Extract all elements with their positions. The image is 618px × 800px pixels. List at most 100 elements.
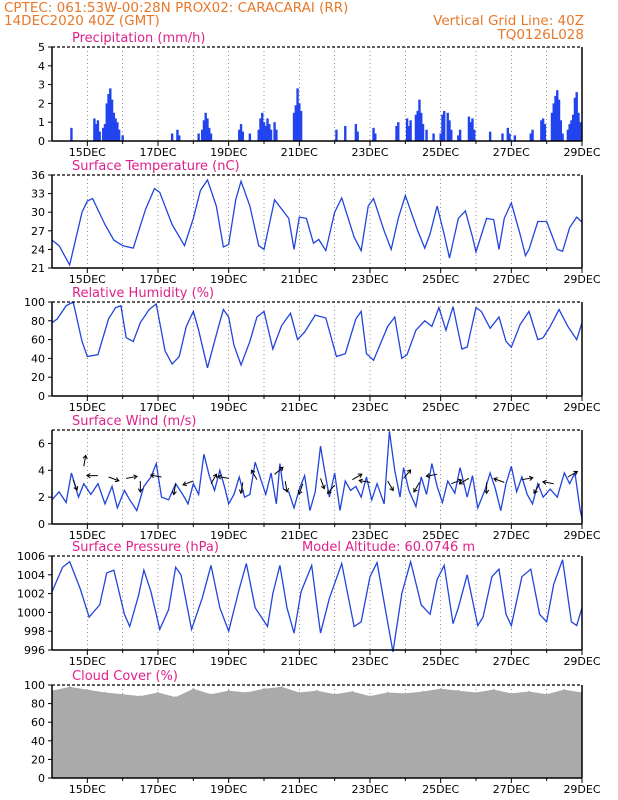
temperature-ytick-label: 36 xyxy=(31,169,45,182)
cloud-cover-point xyxy=(157,691,159,694)
wind-arrow-head xyxy=(413,487,418,493)
precip-bar xyxy=(98,131,101,141)
precip-bar xyxy=(344,125,347,141)
wind-arrow-shaft xyxy=(327,484,336,494)
temperature-date-label: 27DEC xyxy=(493,273,530,286)
wind-arrow-shaft xyxy=(217,475,229,479)
humidity-line xyxy=(51,301,583,368)
humidity-date-label: 19DEC xyxy=(210,401,247,414)
precip-bar xyxy=(96,120,100,141)
precip-bar xyxy=(94,124,98,141)
temperature-ytick-label: 27 xyxy=(31,225,45,238)
wind-arrow-head xyxy=(216,474,222,480)
precip-bar xyxy=(102,127,105,141)
wind-arrow-head xyxy=(357,473,363,478)
temperature-title: Surface Temperature (nC) xyxy=(72,159,240,174)
wind-arrow-head xyxy=(278,466,284,472)
precip-bar xyxy=(543,124,547,141)
precipitation-ytick-label: 1 xyxy=(38,116,45,129)
wind-arrow-head xyxy=(182,481,188,487)
temperature-date-label: 21DEC xyxy=(281,273,318,286)
temperature-ytick-label: 24 xyxy=(31,243,45,256)
wind-date-label: 27DEC xyxy=(493,529,530,542)
precip-bar xyxy=(121,135,124,141)
precip-bar xyxy=(529,133,532,141)
wind-arrow-shaft xyxy=(459,477,470,485)
cloud-cover-point xyxy=(174,696,177,698)
humidity-ytick-label: 0 xyxy=(38,390,45,403)
wind-arrow-shaft xyxy=(387,480,394,491)
cloud-cover-point xyxy=(457,689,460,692)
precip-bar xyxy=(556,90,559,141)
precip-bar xyxy=(204,112,207,141)
precipitation-ytick-label: 5 xyxy=(38,41,45,54)
precip-bar xyxy=(269,129,273,141)
wind-date-label: 23DEC xyxy=(351,529,388,542)
wind-arrow-head xyxy=(114,477,120,483)
precipitation-ytick-label: 0 xyxy=(38,135,45,148)
precip-bar xyxy=(416,110,419,141)
precip-bar xyxy=(105,103,108,141)
wind-arrow-shaft xyxy=(72,479,78,491)
precip-bar xyxy=(501,133,504,141)
precip-bar xyxy=(335,129,338,141)
precip-bar xyxy=(178,135,181,141)
precip-bar xyxy=(268,124,271,141)
wind-arrow-shaft xyxy=(298,483,304,495)
cloud-cover-point xyxy=(210,693,212,696)
cloud-cover-point xyxy=(439,687,442,690)
cloud-cover-date-label: 23DEC xyxy=(351,783,388,796)
precip-bar xyxy=(209,133,213,141)
humidity-date-label: 27DEC xyxy=(493,401,530,414)
cloud-cover-point xyxy=(369,695,371,697)
cloud-cover-point xyxy=(245,691,248,694)
precip-bar xyxy=(176,129,179,141)
cloud-cover-point xyxy=(104,691,106,694)
precip-bar xyxy=(372,127,375,141)
wind-ytick-label: 6 xyxy=(38,437,45,450)
header-grid-line: Vertical Grid Line: 40Z xyxy=(433,13,584,29)
cloud-cover-point xyxy=(280,686,283,688)
temperature-date-label: 29DEC xyxy=(563,273,600,286)
wind-arrow-head xyxy=(406,469,412,474)
precip-bar xyxy=(488,131,492,141)
precip-bar xyxy=(202,120,206,141)
pressure-date-label: 27DEC xyxy=(493,655,530,668)
wind-arrow-shaft xyxy=(126,475,138,479)
pressure-line xyxy=(51,559,583,652)
precip-bar xyxy=(508,133,511,141)
wind-arrow-head xyxy=(82,454,88,460)
cloud-cover-point xyxy=(192,687,195,690)
humidity-date-label: 29DEC xyxy=(563,401,600,414)
precip-bar xyxy=(103,124,107,141)
precip-bar xyxy=(257,129,260,141)
cloud-cover-point xyxy=(563,688,566,691)
cloud-cover-point xyxy=(404,692,407,695)
precip-bar xyxy=(559,120,562,141)
precip-bar xyxy=(292,112,296,141)
pressure-date-label: 17DEC xyxy=(139,655,176,668)
cloud-cover-point xyxy=(386,691,389,694)
precip-bar xyxy=(450,129,453,141)
precip-bar xyxy=(262,122,266,141)
precip-bar xyxy=(405,118,409,141)
wind-date-label: 29DEC xyxy=(563,529,600,542)
wind-arrow-head xyxy=(458,480,464,485)
wind-arrow-shaft xyxy=(493,478,505,483)
wind-arrow-head xyxy=(484,489,490,495)
temperature-line xyxy=(51,178,583,267)
cloud-cover-point xyxy=(227,689,230,692)
precip-bar xyxy=(112,112,116,141)
wind-arrow-shaft xyxy=(173,483,177,495)
wind-arrow-shaft xyxy=(542,481,554,485)
pressure-date-label: 29DEC xyxy=(563,655,600,668)
precip-bar xyxy=(299,110,303,141)
wind-arrow-head xyxy=(358,478,364,484)
temperature-date-label: 15DEC xyxy=(69,273,106,286)
wind-arrow-shaft xyxy=(150,474,162,478)
precip-bar xyxy=(550,112,554,141)
wind-arrow-shaft xyxy=(182,480,194,486)
pressure-date-label: 25DEC xyxy=(422,655,459,668)
cloud-cover-ytick-label: 20 xyxy=(31,753,45,766)
precip-bar xyxy=(414,114,418,141)
